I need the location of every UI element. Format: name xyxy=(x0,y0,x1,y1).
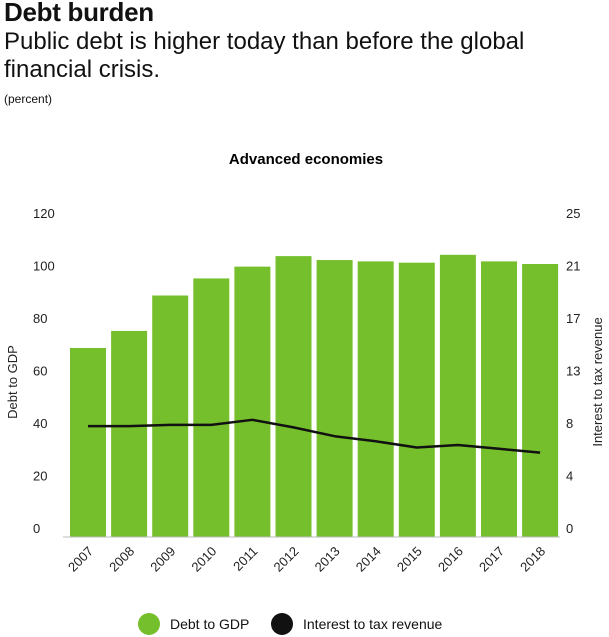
right-tick-label: 17 xyxy=(566,311,580,326)
right-tick-label: 13 xyxy=(566,364,580,379)
x-tick-label: 2018 xyxy=(517,544,548,575)
legend-item-debt: Debt to GDP xyxy=(138,613,249,635)
left-tick-label: 80 xyxy=(33,311,47,326)
x-tick-label: 2009 xyxy=(147,544,178,575)
legend-item-interest: Interest to tax revenue xyxy=(271,613,442,635)
x-tick-label: 2016 xyxy=(435,544,466,575)
bar-2016 xyxy=(440,255,476,537)
x-tick-label: 2011 xyxy=(230,544,260,574)
panel-title: Advanced economies xyxy=(229,151,383,168)
right-tick-label: 8 xyxy=(566,416,573,431)
right-tick-label: 21 xyxy=(566,259,580,274)
bar-2010 xyxy=(193,278,229,537)
x-tick-label: 2010 xyxy=(188,544,219,575)
x-tick-label: 2017 xyxy=(476,544,507,575)
left-tick-label: 40 xyxy=(33,416,47,431)
left-tick-label: 120 xyxy=(33,206,55,221)
legend-label: Interest to tax revenue xyxy=(303,616,442,632)
right-tick-label: 4 xyxy=(566,469,573,484)
x-tick-label: 2008 xyxy=(106,544,137,575)
bar-2014 xyxy=(358,261,394,537)
x-tick-label: 2012 xyxy=(271,544,302,575)
bar-2011 xyxy=(234,267,270,537)
right-tick-label: 0 xyxy=(566,521,573,536)
left-tick-label: 0 xyxy=(33,521,40,536)
bar-2008 xyxy=(111,331,147,537)
left-axis-title: Debt to GDP xyxy=(5,345,20,419)
x-tick-label: 2007 xyxy=(65,544,96,575)
x-tick-label: 2014 xyxy=(353,544,384,575)
left-tick-label: 60 xyxy=(33,364,47,379)
bar-2018 xyxy=(522,264,558,537)
bar-2007 xyxy=(70,348,106,537)
x-tick-label: 2015 xyxy=(394,544,425,575)
legend: Debt to GDP Interest to tax revenue xyxy=(0,613,609,637)
x-tick-label: 2013 xyxy=(312,544,343,575)
legend-swatch-black xyxy=(271,613,293,635)
left-tick-label: 20 xyxy=(33,469,47,484)
bar-2009 xyxy=(152,296,188,538)
right-axis-title: Interest to tax revenue xyxy=(590,317,605,446)
left-axis-ticks: 0 20 40 60 80 100 120 xyxy=(33,206,55,536)
left-tick-label: 100 xyxy=(33,259,55,274)
legend-swatch-green xyxy=(138,613,160,635)
bar-2017 xyxy=(481,261,517,537)
right-axis-ticks: 0 4 8 13 17 21 25 xyxy=(566,206,580,536)
bar-2012 xyxy=(276,256,312,537)
bar-2013 xyxy=(317,260,353,537)
legend-label: Debt to GDP xyxy=(170,616,249,632)
bar-series xyxy=(70,255,558,537)
x-axis-ticks: 2007 2008 2009 2010 2011 2012 2013 2014 2015 2016… xyxy=(65,544,548,575)
right-tick-label: 25 xyxy=(566,206,580,221)
combo-chart: Advanced economies 0 20 40 60 80 100 120 0 4 8 13… xyxy=(0,0,609,612)
bar-2015 xyxy=(399,263,435,537)
